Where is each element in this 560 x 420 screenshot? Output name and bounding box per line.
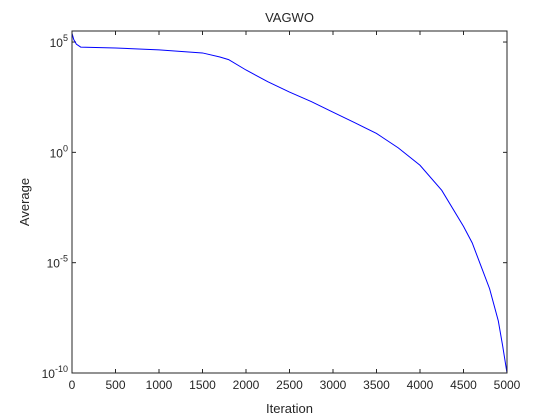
x-tick-label: 3000 [320, 378, 347, 392]
y-axis-label: Average [17, 178, 32, 226]
x-tick-label: 1500 [189, 378, 216, 392]
axes-box [71, 30, 508, 374]
y-tick-label: 100 [50, 143, 68, 160]
x-tick-label: 2000 [233, 378, 260, 392]
x-tick-label: 2500 [276, 378, 303, 392]
x-tick-label: 3500 [363, 378, 390, 392]
y-tick-label: 10-10 [42, 364, 68, 381]
chart-title: VAGWO [265, 10, 314, 25]
y-tick-label: 10-5 [47, 254, 68, 271]
x-tick-label: 4000 [407, 378, 434, 392]
y-tick-label: 105 [50, 33, 68, 50]
plot-area [72, 31, 507, 373]
x-tick-label: 5000 [494, 378, 521, 392]
x-tick-label: 500 [105, 378, 125, 392]
x-axis-label: Iteration [266, 401, 313, 416]
x-tick-label: 4500 [450, 378, 477, 392]
data-line [71, 33, 508, 374]
x-tick-label: 1000 [146, 378, 173, 392]
x-tick-label: 0 [69, 378, 76, 392]
